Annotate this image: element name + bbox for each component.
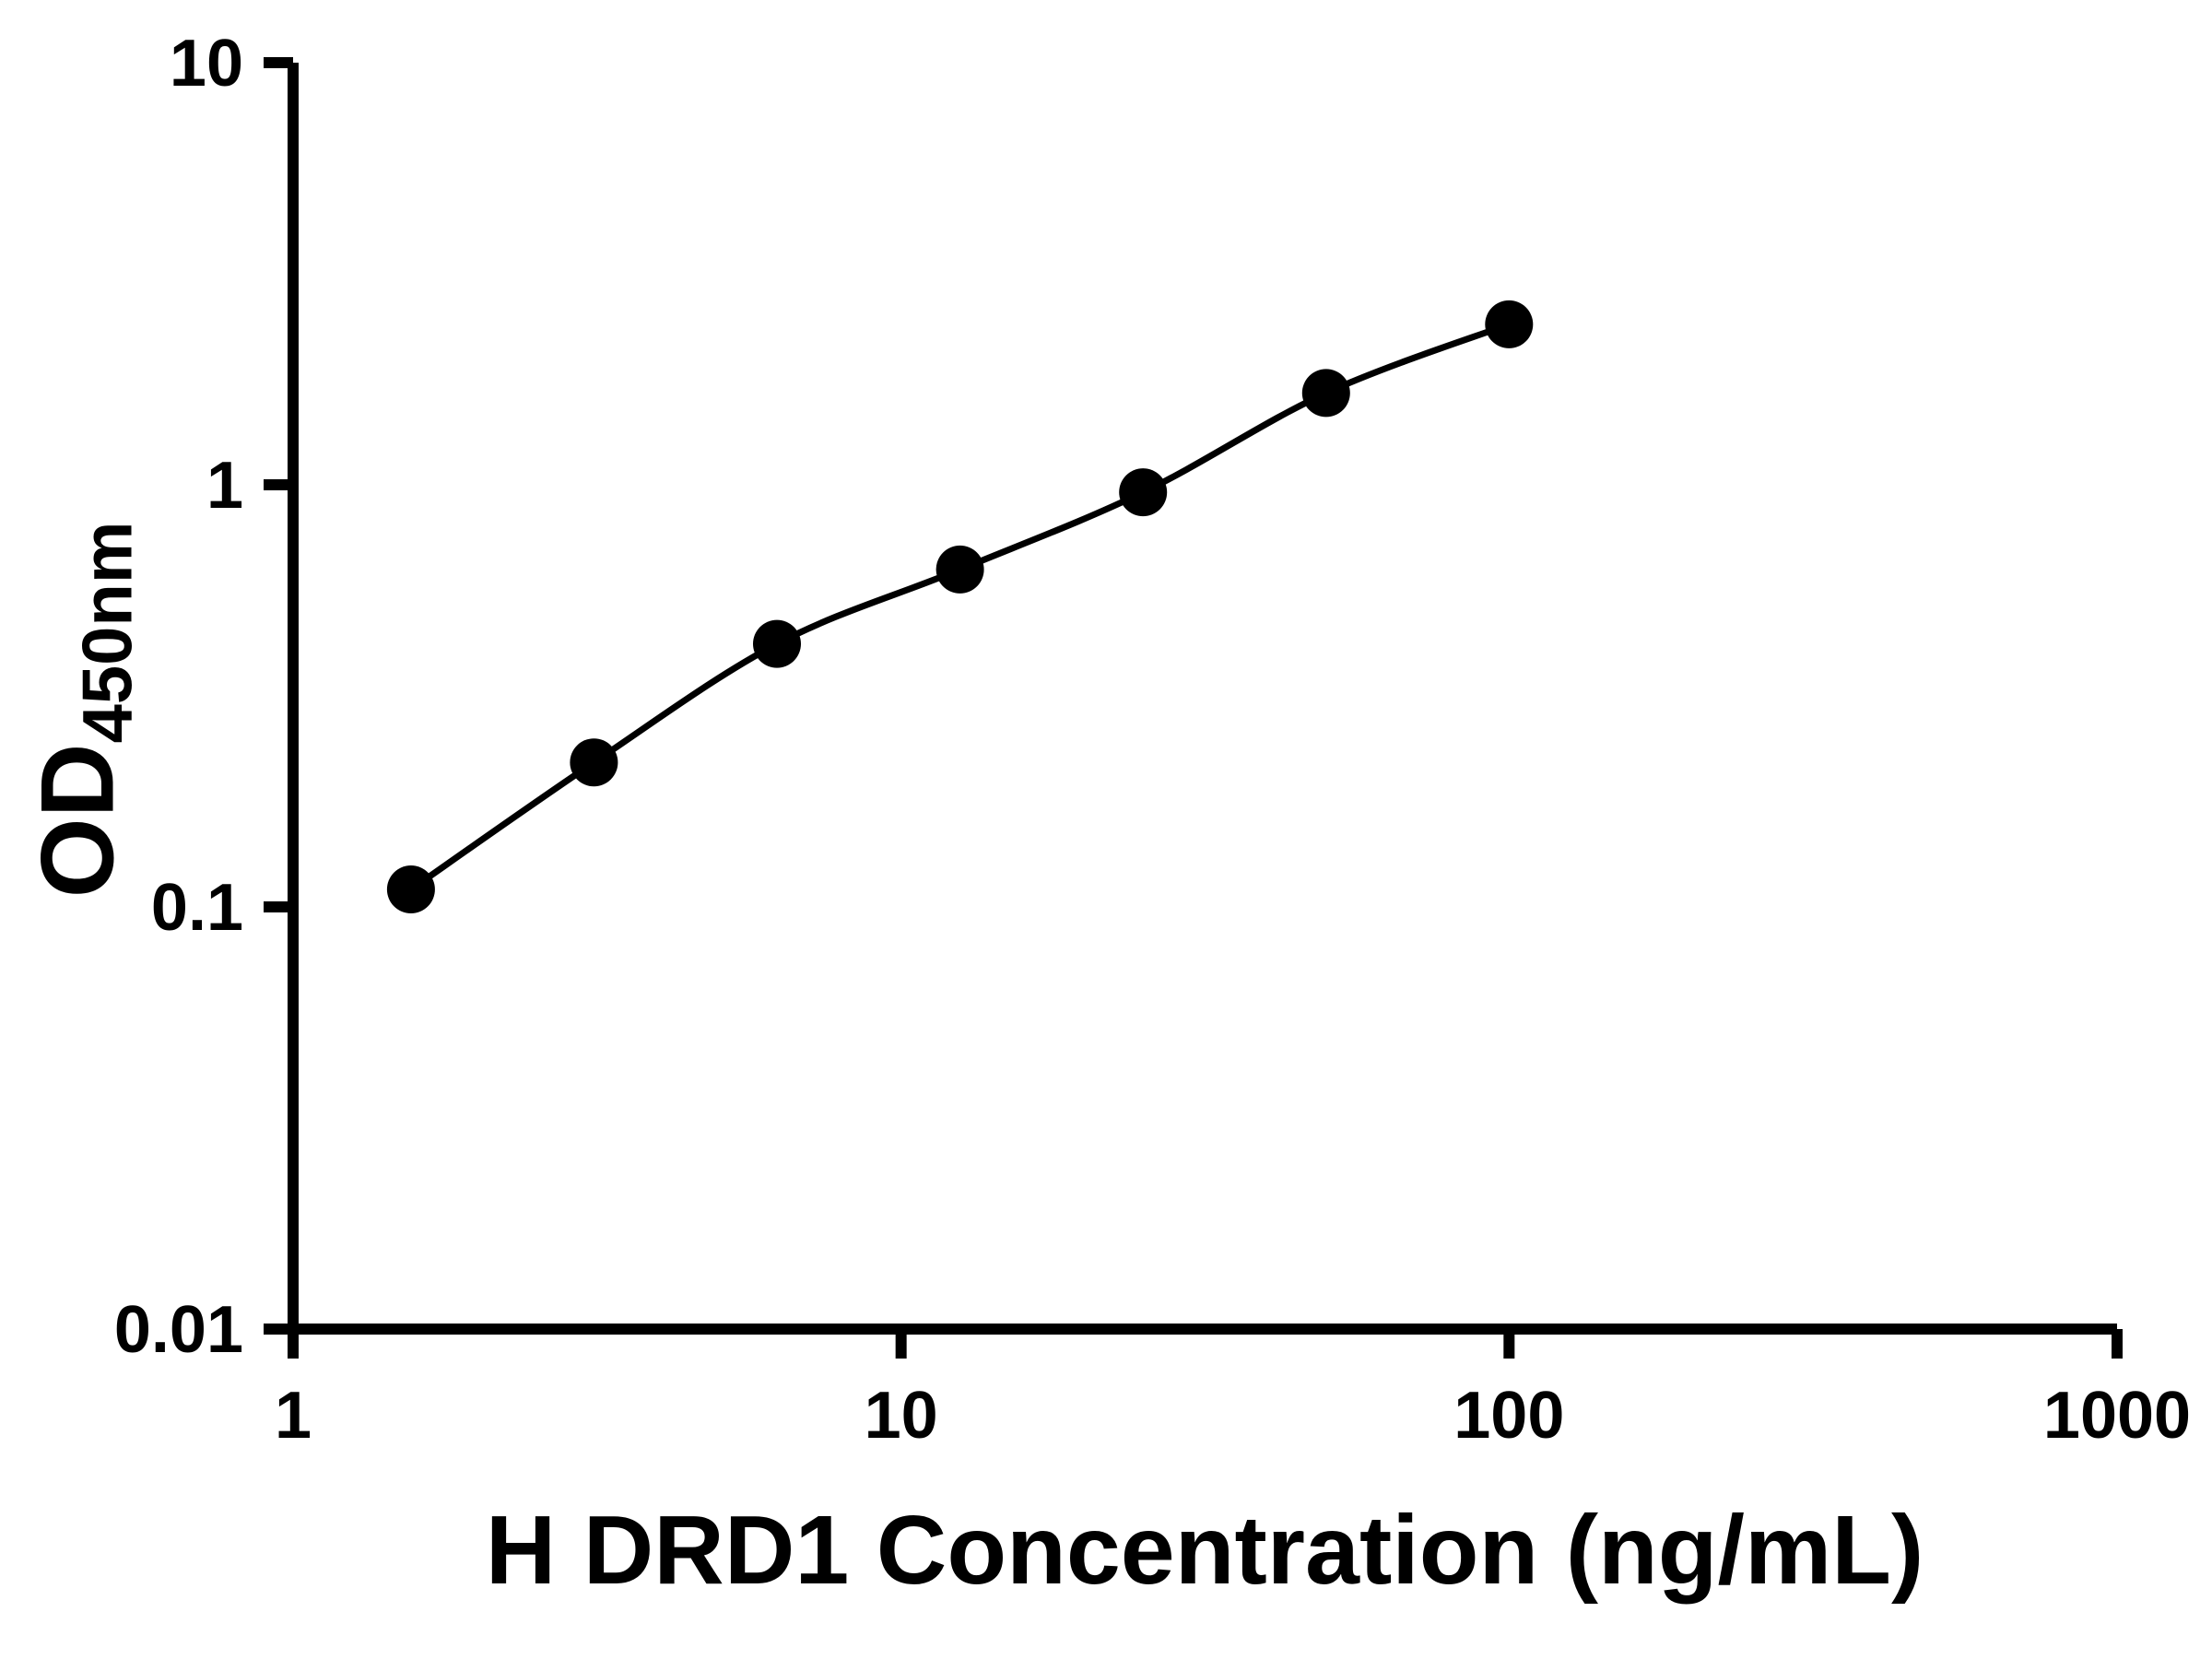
data-point: [1119, 468, 1168, 517]
x-tick-label: 1000: [2043, 1379, 2191, 1453]
data-point: [935, 545, 984, 594]
y-tick-label: 0.01: [114, 1293, 243, 1367]
data-point: [570, 738, 618, 787]
y-axis-title-main: OD: [19, 743, 135, 899]
data-point: [1301, 369, 1350, 418]
x-tick-label: 10: [865, 1379, 938, 1453]
y-axis-title-sub: 450nm: [68, 521, 147, 744]
data-point: [753, 619, 801, 668]
y-axis-title: OD450nm: [18, 522, 148, 899]
y-tick-label: 10: [170, 27, 243, 100]
y-tick-label: 1: [206, 449, 243, 523]
x-axis-title: H DRD1 Concentration (ng/mL): [485, 1496, 1924, 1605]
x-tick-label: 100: [1453, 1379, 1564, 1453]
curve-line: [408, 321, 1511, 892]
x-tick-label: 1: [275, 1379, 312, 1453]
data-point: [386, 865, 435, 913]
y-tick-label: 0.1: [151, 871, 243, 945]
data-point: [1485, 300, 1534, 348]
